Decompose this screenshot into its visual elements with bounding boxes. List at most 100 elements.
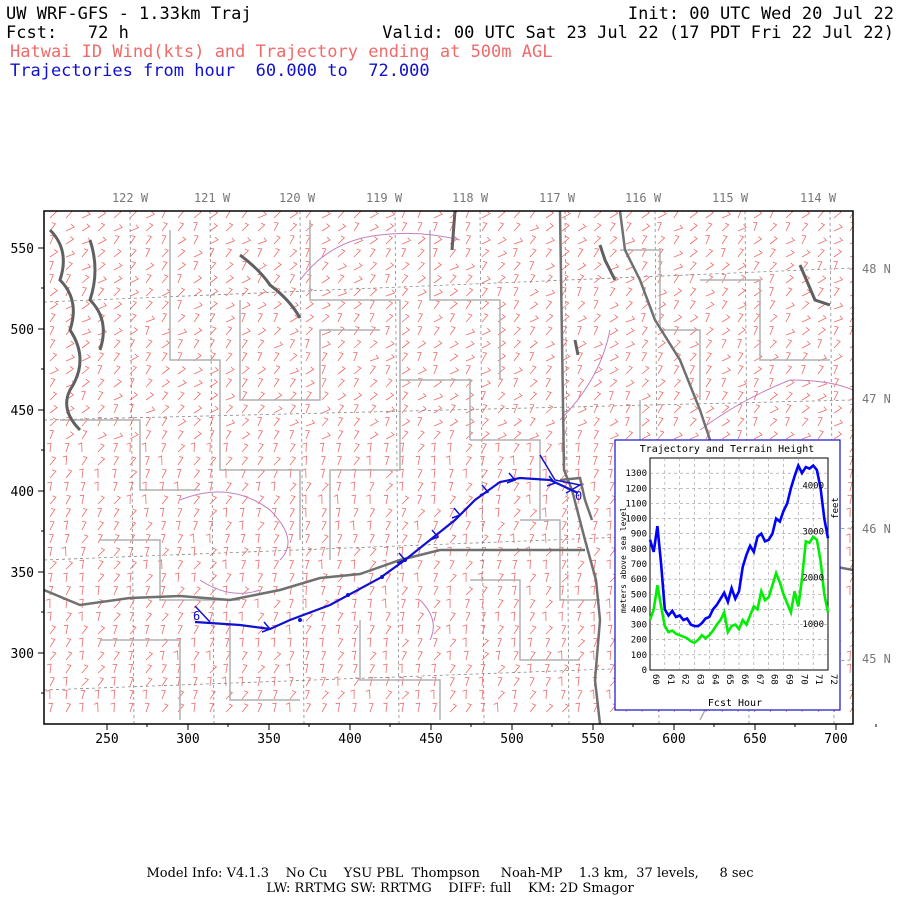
wind-barb xyxy=(417,469,423,479)
trajectory-path xyxy=(194,454,583,633)
wind-barb xyxy=(319,442,325,453)
wind-barb xyxy=(625,379,635,388)
wind-barb xyxy=(609,327,619,336)
wind-barb xyxy=(369,703,374,713)
wind-barb xyxy=(785,302,795,310)
wind-barb xyxy=(512,468,517,479)
wind-barb xyxy=(97,276,107,284)
wind-barb xyxy=(257,327,267,336)
wind-barb xyxy=(319,663,325,674)
wind-barb xyxy=(513,378,519,388)
wind-barb xyxy=(417,289,427,297)
inset-xlabel: Fcst Hour xyxy=(708,698,762,709)
wind-barb xyxy=(561,638,567,648)
wind-barb xyxy=(353,365,362,375)
wind-barb xyxy=(849,677,853,687)
wind-barb xyxy=(529,690,537,700)
wind-barb xyxy=(337,612,344,622)
wind-barb xyxy=(545,625,553,635)
wind-barb xyxy=(191,611,196,622)
wind-barb xyxy=(368,573,374,583)
wind-barb xyxy=(465,300,472,310)
wind-barb xyxy=(593,222,602,232)
lon-label: 118 W xyxy=(452,191,489,205)
wind-barb xyxy=(113,404,119,414)
wind-barb xyxy=(589,650,595,661)
wind-barb xyxy=(353,534,358,544)
wind-barb xyxy=(529,417,536,427)
inset-chart: Trajectory and Terrain Height Fcst Hour … xyxy=(614,439,841,711)
wind-barb xyxy=(289,404,297,414)
wind-barb xyxy=(785,249,795,258)
wind-barb xyxy=(353,313,360,323)
trajectory-end-hook xyxy=(194,454,583,623)
wind-barb xyxy=(65,354,75,362)
wind-barb xyxy=(561,222,570,232)
wind-barb xyxy=(225,366,235,375)
wind-barb xyxy=(561,287,567,297)
wind-barb xyxy=(785,352,791,362)
wind-barb xyxy=(145,262,155,271)
wind-barb xyxy=(142,481,147,491)
wind-barb xyxy=(209,288,219,297)
wind-barb xyxy=(239,572,244,583)
wind-barb xyxy=(449,677,456,687)
wind-barb xyxy=(161,222,168,232)
wind-barb xyxy=(577,651,585,661)
wind-barb xyxy=(529,288,539,297)
wind-barb xyxy=(305,211,312,219)
wind-barb xyxy=(177,287,186,297)
wind-barb xyxy=(385,300,394,310)
wind-barb xyxy=(273,341,284,349)
wind-barb xyxy=(417,534,423,544)
wind-barb xyxy=(241,690,249,700)
wind-barb xyxy=(753,404,761,414)
wind-barb xyxy=(126,585,131,596)
wind-barb xyxy=(337,313,343,323)
wind-barb xyxy=(430,494,436,505)
wind-barb xyxy=(177,430,184,440)
wind-barb xyxy=(497,287,502,297)
wind-barb xyxy=(449,690,456,700)
wind-barb xyxy=(336,546,341,557)
wind-barb xyxy=(223,663,228,674)
wind-barb xyxy=(606,650,612,661)
wind-barb xyxy=(289,495,296,505)
wind-barb xyxy=(785,211,794,219)
wind-barb xyxy=(241,547,249,557)
wind-barb xyxy=(401,211,406,219)
wind-barb xyxy=(193,261,199,271)
wind-barb xyxy=(285,624,291,635)
wind-barb xyxy=(273,417,281,427)
wind-barb xyxy=(241,328,251,336)
wind-barb xyxy=(673,263,684,271)
wind-barb xyxy=(335,702,341,713)
wind-barb xyxy=(449,703,458,713)
wind-barb xyxy=(801,340,811,349)
wind-barb xyxy=(689,236,698,245)
wind-barb xyxy=(849,430,853,440)
wind-barb xyxy=(737,287,746,297)
wind-barb xyxy=(769,339,778,349)
wind-barb xyxy=(369,534,375,544)
wind-barb xyxy=(369,313,375,323)
wind-barb xyxy=(129,690,134,700)
wind-barb xyxy=(161,521,167,531)
wind-barb xyxy=(417,392,427,401)
wind-barb xyxy=(385,534,390,544)
wind-barb xyxy=(223,442,228,453)
wind-barb xyxy=(353,508,359,518)
wind-barb xyxy=(417,378,423,388)
wind-barb xyxy=(689,287,697,297)
wind-barb xyxy=(577,378,585,388)
wind-barb xyxy=(257,573,264,583)
wind-barb xyxy=(401,599,406,609)
wind-barb xyxy=(481,380,491,388)
wind-barb xyxy=(225,419,236,427)
inset-y-tick: 200 xyxy=(631,636,647,646)
wind-barb xyxy=(526,481,531,492)
wind-barb xyxy=(657,222,662,232)
wind-barb xyxy=(302,598,307,609)
wind-barb xyxy=(785,313,791,323)
wind-barb xyxy=(401,327,411,336)
